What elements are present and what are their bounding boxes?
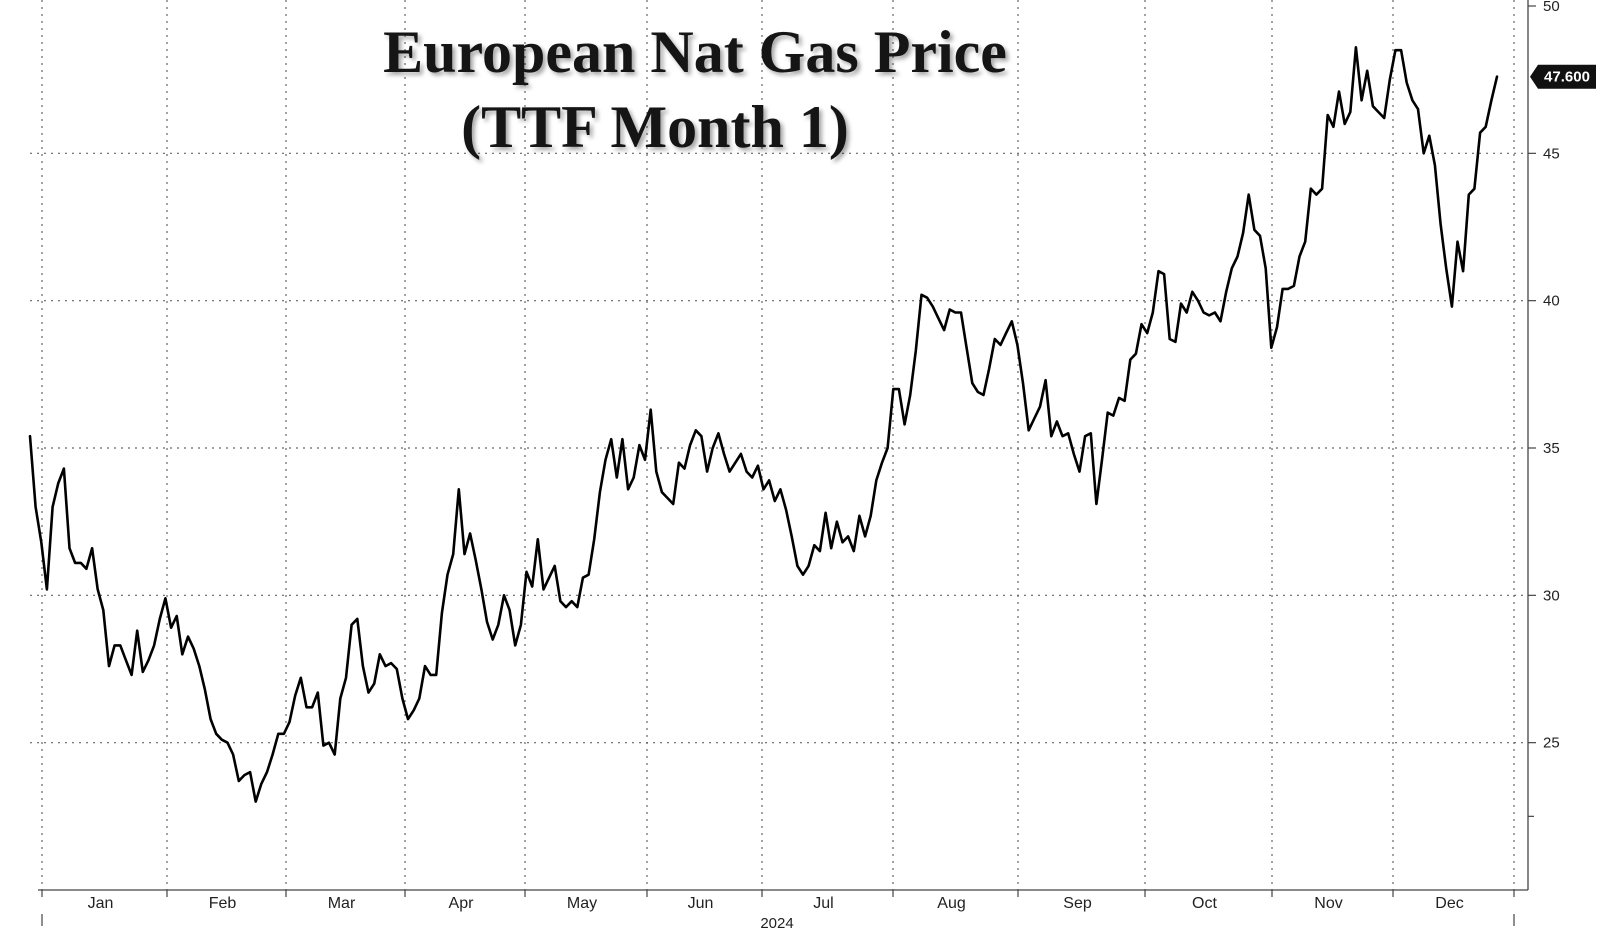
x-tick-label-oct: Oct: [1192, 895, 1217, 912]
last-value-layer: 47.600: [1530, 64, 1596, 89]
y-tick-label: 30: [1543, 587, 1560, 604]
x-tick-label-nov: Nov: [1314, 895, 1342, 912]
x-tick-label-jun: Jun: [688, 895, 714, 912]
x-tick-label-jan: Jan: [88, 895, 114, 912]
x-tick-label-mar: Mar: [328, 895, 356, 912]
last-value-label: 47.600: [1544, 69, 1590, 86]
x-tick-label-feb: Feb: [209, 895, 237, 912]
x-tick-label-dec: Dec: [1435, 895, 1463, 912]
x-tick-label-sep: Sep: [1063, 895, 1092, 912]
x-tick-label-jul: Jul: [813, 895, 833, 912]
chart-title-line-1: European Nat Gas Price: [383, 19, 1007, 85]
x-axis-year-label: 2024: [760, 915, 793, 930]
chart-title-line-2: (TTF Month 1): [461, 94, 849, 160]
x-tick-label-aug: Aug: [937, 895, 965, 912]
x-tick-label-may: May: [567, 895, 597, 912]
gridlines: [30, 0, 1528, 890]
x-axis-ticks: Jan Feb Mar Apr May Jun Jul Aug Sep Oct Nov Dec 2024: [88, 895, 1464, 930]
y-tick-label: 35: [1543, 440, 1560, 457]
y-tick-label: 25: [1543, 735, 1560, 752]
last-value-badge: [1530, 64, 1596, 89]
x-tick-label-apr: Apr: [449, 895, 475, 912]
y-tick-label: 50: [1543, 0, 1560, 15]
y-tick-label: 45: [1543, 145, 1560, 162]
y-tick-label: 40: [1543, 293, 1560, 310]
axes: [38, 0, 1536, 926]
series-layer: [28, 46, 1499, 803]
y-axis-ticks: 25 30 35 40 45 50: [1543, 0, 1560, 752]
series-line: [28, 46, 1499, 803]
